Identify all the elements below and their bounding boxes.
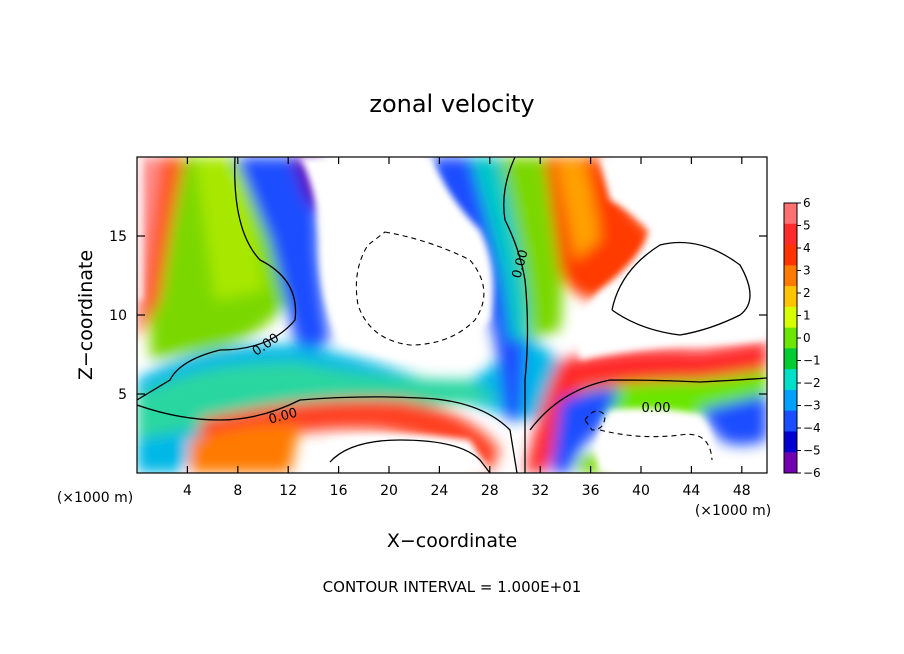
contour-label: 0.00 xyxy=(267,406,299,428)
colorbar: 6 5 4 3 2 1 0 −1 −2 −3 −4 −5 −6 xyxy=(783,196,821,480)
x-tick-label: 48 xyxy=(733,483,751,499)
contour-label: 0.00 xyxy=(510,248,532,280)
x-axis-ticks: 4 8 12 16 20 24 28 32 36 40 44 48 xyxy=(183,157,751,499)
y-tick-label: 15 xyxy=(109,229,127,245)
y-axis-label: Z−coordinate xyxy=(75,250,97,380)
x-tick-label: 4 xyxy=(183,483,192,499)
colorbar-tick-label: 1 xyxy=(803,309,811,323)
colorbar-tick-label: −4 xyxy=(803,421,821,435)
colorbar-swatch xyxy=(784,410,797,432)
colorbar-tick-label: 2 xyxy=(803,286,811,300)
colorbar-tick-label: 0 xyxy=(803,331,811,345)
colorbar-tick-label: −1 xyxy=(803,354,821,368)
x-axis-label: X−coordinate xyxy=(387,530,517,552)
colorbar-tick-label: −3 xyxy=(803,399,821,413)
x-tick-label: 36 xyxy=(582,483,600,499)
colorbar-swatch xyxy=(784,431,797,453)
x-tick-label: 32 xyxy=(531,483,549,499)
colorbar-tick-label: −2 xyxy=(803,376,821,390)
x-tick-label: 44 xyxy=(682,483,700,499)
colorbar-tick-label: 3 xyxy=(803,264,811,278)
colorbar-tick-label: −6 xyxy=(803,466,821,480)
colorbar-swatch xyxy=(784,203,797,225)
colorbar-swatch xyxy=(784,452,797,474)
colorbar-swatch xyxy=(784,223,797,246)
y-tick-label: 10 xyxy=(109,308,127,324)
colorbar-swatch xyxy=(784,265,797,287)
chart-title: zonal velocity xyxy=(369,90,534,118)
y-axis-ticks: 5 10 15 xyxy=(109,229,767,403)
x-tick-label: 20 xyxy=(380,483,398,499)
colorbar-tick-label: 5 xyxy=(803,219,811,233)
colorbar-swatch xyxy=(784,306,797,329)
x-tick-label: 16 xyxy=(330,483,348,499)
x-tick-label: 12 xyxy=(279,483,297,499)
heatmap-field xyxy=(137,157,767,473)
colorbar-swatch xyxy=(784,348,797,370)
x-tick-label: 24 xyxy=(430,483,448,499)
x-tick-label: 8 xyxy=(233,483,242,499)
x-unit-right: (×1000 m) xyxy=(695,503,771,519)
colorbar-tick-label: 4 xyxy=(803,241,811,255)
colorbar-swatch xyxy=(784,389,797,412)
x-tick-label: 40 xyxy=(632,483,650,499)
colorbar-swatch xyxy=(784,244,797,266)
x-unit-left: (×1000 m) xyxy=(57,490,133,506)
colorbar-swatch xyxy=(784,369,797,391)
colorbar-tick-label: −5 xyxy=(803,444,821,458)
contour-label: 0.00 xyxy=(642,401,671,416)
contour-interval-note: CONTOUR INTERVAL = 1.000E+01 xyxy=(323,578,582,596)
x-tick-label: 28 xyxy=(481,483,499,499)
colorbar-tick-label: 6 xyxy=(803,196,811,210)
colorbar-swatch xyxy=(784,327,797,349)
colorbar-swatch xyxy=(784,286,797,308)
y-tick-label: 5 xyxy=(118,387,127,403)
